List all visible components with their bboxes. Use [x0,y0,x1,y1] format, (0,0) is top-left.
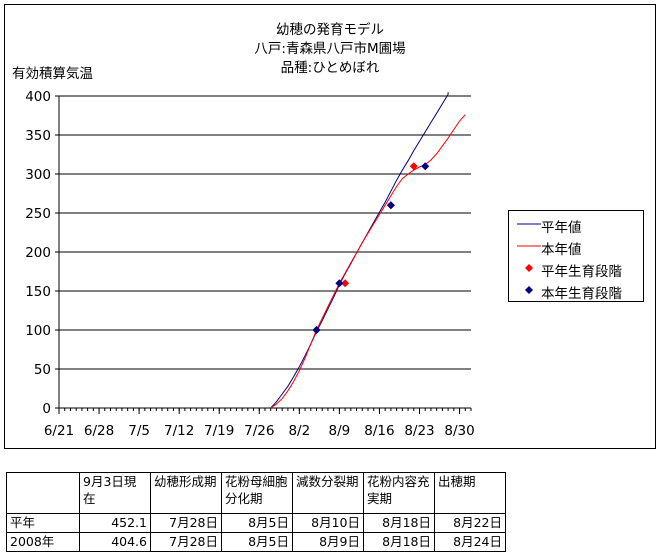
legend-label: 平年生育段階 [541,264,622,280]
table-header-cell: 幼穂形成期 [150,472,222,514]
y-tick-label: 250 [25,206,51,222]
table-header-row: 9月3日現在 幼穂形成期 花粉母細胞分化期 減数分裂期 花粉内容充実期 出穂期 [6,472,506,514]
table-cell: 7月28日 [150,532,222,552]
table-cell: 平年 [6,513,80,533]
legend: 平年値 本年値 平年生育段階 本年生育段階 [508,210,644,302]
y-tick-label: 350 [25,128,51,144]
stage-marker-2 [341,279,350,288]
stage-marker-3 [335,279,344,288]
table-header-cell: 9月3日現在 [79,472,151,514]
legend-item-heinen-stage: 平年生育段階 [509,258,643,280]
legend-label: 本年値 [541,242,582,258]
table-header-cell: 減数分裂期 [292,472,364,514]
table-cell: 8月18日 [363,532,435,552]
table-cell: 452.1 [79,513,151,533]
x-tick-label: 7/5 [128,423,150,439]
stage-marker-3 [386,201,395,210]
chart-title-line-2: 八戸:青森県八戸市M圃場 [254,41,406,57]
diamond-marker-navy-icon [525,286,533,294]
diamond-marker-red-icon [525,264,533,272]
stage-table: 9月3日現在 幼穂形成期 花粉母細胞分化期 減数分裂期 花粉内容充実期 出穂期 … [6,472,506,552]
legend-label: 平年値 [541,220,582,236]
x-tick-label: 8/9 [329,423,351,439]
chart-title-line-3: 品種:ひとめぼれ [280,60,380,76]
series-line-0 [270,92,449,409]
legend-item-heinen: 平年値 [509,214,643,236]
legend-item-honnen-stage: 本年生育段階 [509,280,643,302]
x-tick-label: 8/23 [404,423,434,439]
x-tick-label: 6/21 [44,423,74,439]
y-axis-label: 有効積算気温 [12,66,93,82]
table-cell: 8月22日 [434,513,506,533]
x-tick-label: 8/2 [288,423,310,439]
line-swatch-navy [517,223,541,225]
table-cell: 8月5日 [221,513,293,533]
chart-svg: 0 50 100 150 200 250 300 350 400 6/21 6/28 7/5 7/12 7… [25,89,475,439]
line-swatch-red [517,245,541,247]
y-tick-label: 300 [25,167,51,183]
y-tick-label: 100 [25,323,51,339]
table-cell: 8月5日 [221,532,293,552]
table-cell: 8月18日 [363,513,435,533]
x-tick-label: 7/26 [244,423,274,439]
table-cell: 8月24日 [434,532,506,552]
table-header-cell: 花粉母細胞分化期 [221,472,293,514]
y-tick-label: 0 [42,401,51,417]
legend-item-honnen: 本年値 [509,236,643,258]
table-row: 平年 452.1 7月28日 8月5日 8月10日 8月18日 8月22日 [6,513,506,533]
legend-label: 本年生育段階 [541,286,622,302]
y-tick-label: 150 [25,284,51,300]
x-tick-label: 7/12 [164,423,194,439]
stage-marker-3 [421,162,430,171]
x-tick-label: 8/16 [364,423,394,439]
y-tick-label: 50 [34,362,51,378]
stage-marker-2 [409,162,418,171]
table-header-cell: 花粉内容充実期 [363,472,435,514]
series-line-1 [270,114,466,409]
table-cell: 2008年 [6,532,80,552]
table-cell: 8月9日 [292,532,364,552]
chart-title-line-1: 幼穂の発育モデル [276,22,384,38]
table-cell: 404.6 [79,532,151,552]
table-header-cell: 出穂期 [434,472,506,514]
table-row: 2008年 404.6 7月28日 8月5日 8月9日 8月18日 8月24日 [6,532,506,552]
table-header-cell [6,472,80,514]
stage-marker-3 [312,326,321,334]
table-cell: 8月10日 [292,513,364,533]
y-tick-label: 400 [25,89,51,105]
x-tick-label: 7/19 [204,423,234,439]
x-tick-label: 8/30 [444,423,474,439]
x-tick-label: 6/28 [84,423,114,439]
table-cell: 7月28日 [150,513,222,533]
y-tick-label: 200 [25,245,51,261]
